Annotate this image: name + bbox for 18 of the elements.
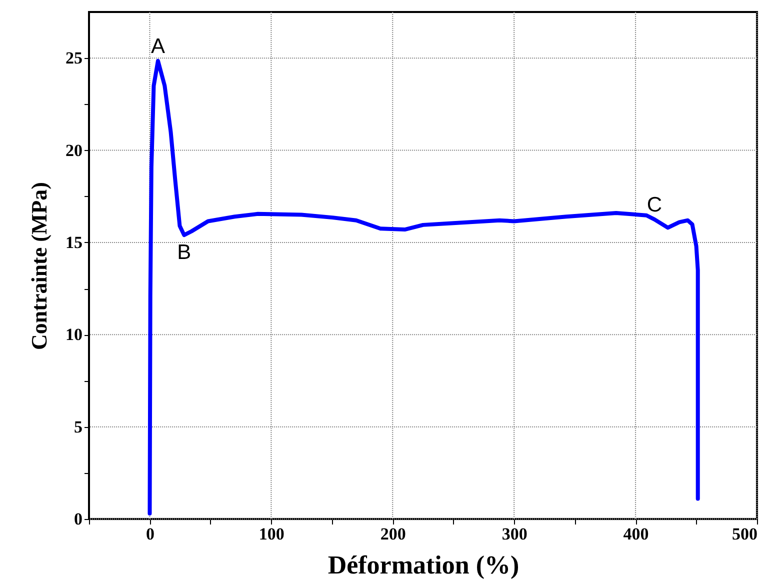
x-tick-label: 400 <box>623 524 649 544</box>
y-tick-label: 25 <box>66 48 82 68</box>
x-tick-label: 200 <box>380 524 406 544</box>
y-tick-label: 10 <box>66 325 82 344</box>
x-tick-label: 100 <box>258 524 284 544</box>
y-tick-label: 0 <box>74 510 82 528</box>
x-axis-title: Déformation (%) <box>328 550 520 580</box>
y-tick-label: 20 <box>66 140 82 160</box>
y-axis-title: Contrainte (MPa) <box>26 182 52 350</box>
line-series <box>148 58 700 516</box>
x-tick-label: 0 <box>146 524 154 544</box>
annotation: B <box>177 241 192 264</box>
y-tick-label: 15 <box>66 232 82 252</box>
annotation: A <box>150 34 165 58</box>
x-tick-label: 300 <box>502 524 528 544</box>
x-tick-label: 500 <box>732 524 758 544</box>
y-tick-label: 5 <box>74 417 82 436</box>
annotation: C <box>646 193 662 216</box>
